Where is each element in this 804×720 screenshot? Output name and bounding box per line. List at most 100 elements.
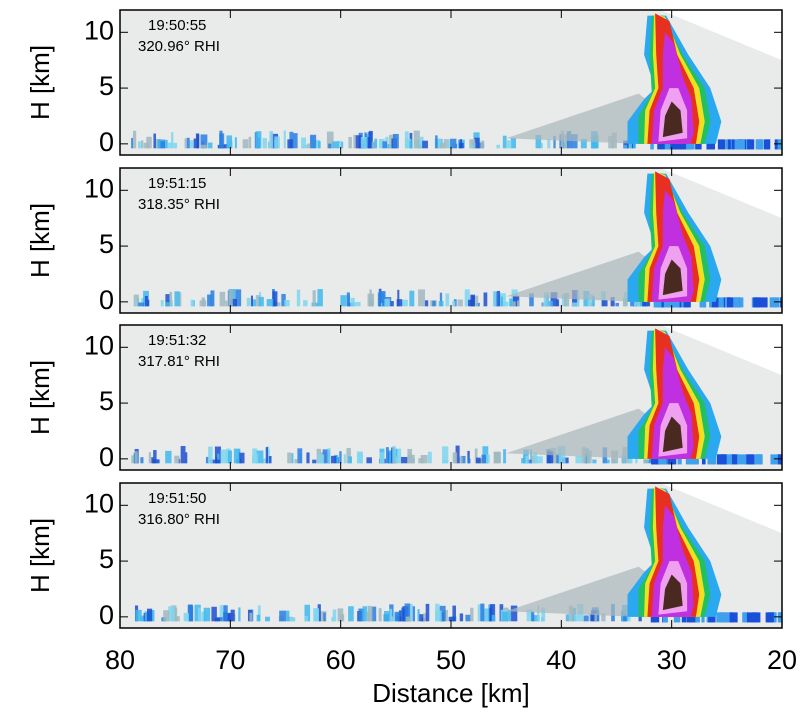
haze <box>506 251 661 302</box>
echo <box>474 295 479 307</box>
echo <box>163 610 170 622</box>
echo <box>339 451 342 464</box>
y-axis-label: H [km] <box>25 45 55 120</box>
echo <box>742 612 746 623</box>
echo <box>137 298 140 307</box>
echo <box>755 139 764 150</box>
echo <box>615 302 619 307</box>
echo <box>353 134 356 149</box>
echo <box>214 617 220 622</box>
echo <box>670 139 675 150</box>
x-tick-label: 80 <box>105 645 135 675</box>
echo <box>348 456 353 464</box>
echo <box>258 296 264 307</box>
echo <box>464 289 470 307</box>
haze <box>506 408 661 459</box>
echo <box>390 301 394 307</box>
echo <box>556 299 560 307</box>
annotation: 316.80° RHI <box>138 511 220 528</box>
echo <box>533 452 537 464</box>
echo <box>160 300 164 307</box>
echo <box>492 291 497 307</box>
echo <box>688 454 694 465</box>
echo <box>623 140 629 149</box>
echo <box>594 613 598 622</box>
echo <box>348 136 352 149</box>
echo <box>134 300 137 307</box>
echo <box>674 139 682 150</box>
echo <box>242 139 249 149</box>
echo <box>571 607 577 622</box>
echo <box>622 298 628 307</box>
echo <box>296 289 301 307</box>
y-tick-label: 10 <box>84 488 114 518</box>
echo <box>268 456 272 464</box>
y-tick-label: 10 <box>84 15 114 45</box>
echo <box>255 131 262 149</box>
echo <box>165 450 172 464</box>
echo <box>132 130 137 149</box>
x-axis-label: Distance [km] <box>372 678 530 708</box>
echo <box>657 139 665 150</box>
y-axis-label: H [km] <box>25 203 55 278</box>
echo <box>731 139 736 150</box>
echo <box>591 610 597 622</box>
echo <box>460 455 466 464</box>
echo <box>250 295 253 307</box>
echo <box>238 607 241 622</box>
echo <box>465 614 471 622</box>
echo <box>470 144 474 149</box>
echo <box>684 297 691 308</box>
echo <box>237 449 241 464</box>
echo <box>474 137 480 149</box>
echo <box>468 299 473 307</box>
echo <box>337 140 342 149</box>
echo <box>761 297 768 308</box>
echo <box>570 134 578 149</box>
echo <box>165 294 170 307</box>
echo <box>432 300 436 307</box>
echo <box>255 295 261 307</box>
echo <box>189 140 194 149</box>
echo <box>332 609 337 622</box>
echo <box>769 297 777 308</box>
echo <box>372 141 376 149</box>
echo <box>658 454 667 465</box>
echo <box>701 454 706 465</box>
echo <box>211 606 217 622</box>
echo <box>152 459 160 464</box>
echo <box>535 134 542 149</box>
echo <box>413 130 420 149</box>
echo <box>459 142 464 149</box>
echo <box>677 454 682 465</box>
echo <box>650 139 654 150</box>
echo <box>434 138 442 149</box>
echo <box>623 614 627 622</box>
echo <box>580 138 587 149</box>
echo <box>405 616 411 622</box>
echo <box>597 610 600 622</box>
echo <box>457 299 463 307</box>
echo <box>360 136 367 149</box>
echo <box>272 291 278 307</box>
echo <box>331 455 337 464</box>
echo <box>667 454 674 465</box>
annotation: 19:50:55 <box>148 17 206 34</box>
y-tick-label: 0 <box>99 600 114 630</box>
echo <box>509 301 516 307</box>
echo <box>586 450 592 464</box>
echo <box>767 612 774 623</box>
echo <box>138 141 142 149</box>
echo <box>587 294 594 307</box>
echo <box>754 612 761 623</box>
echo <box>313 608 319 622</box>
echo <box>169 291 173 307</box>
y-axis-label: H [km] <box>25 360 55 435</box>
echo <box>481 454 488 464</box>
echo <box>459 613 464 622</box>
annotation: 19:51:50 <box>148 490 206 507</box>
echo <box>367 293 375 307</box>
echo <box>536 456 543 464</box>
echo <box>472 142 476 149</box>
panel <box>120 168 782 313</box>
